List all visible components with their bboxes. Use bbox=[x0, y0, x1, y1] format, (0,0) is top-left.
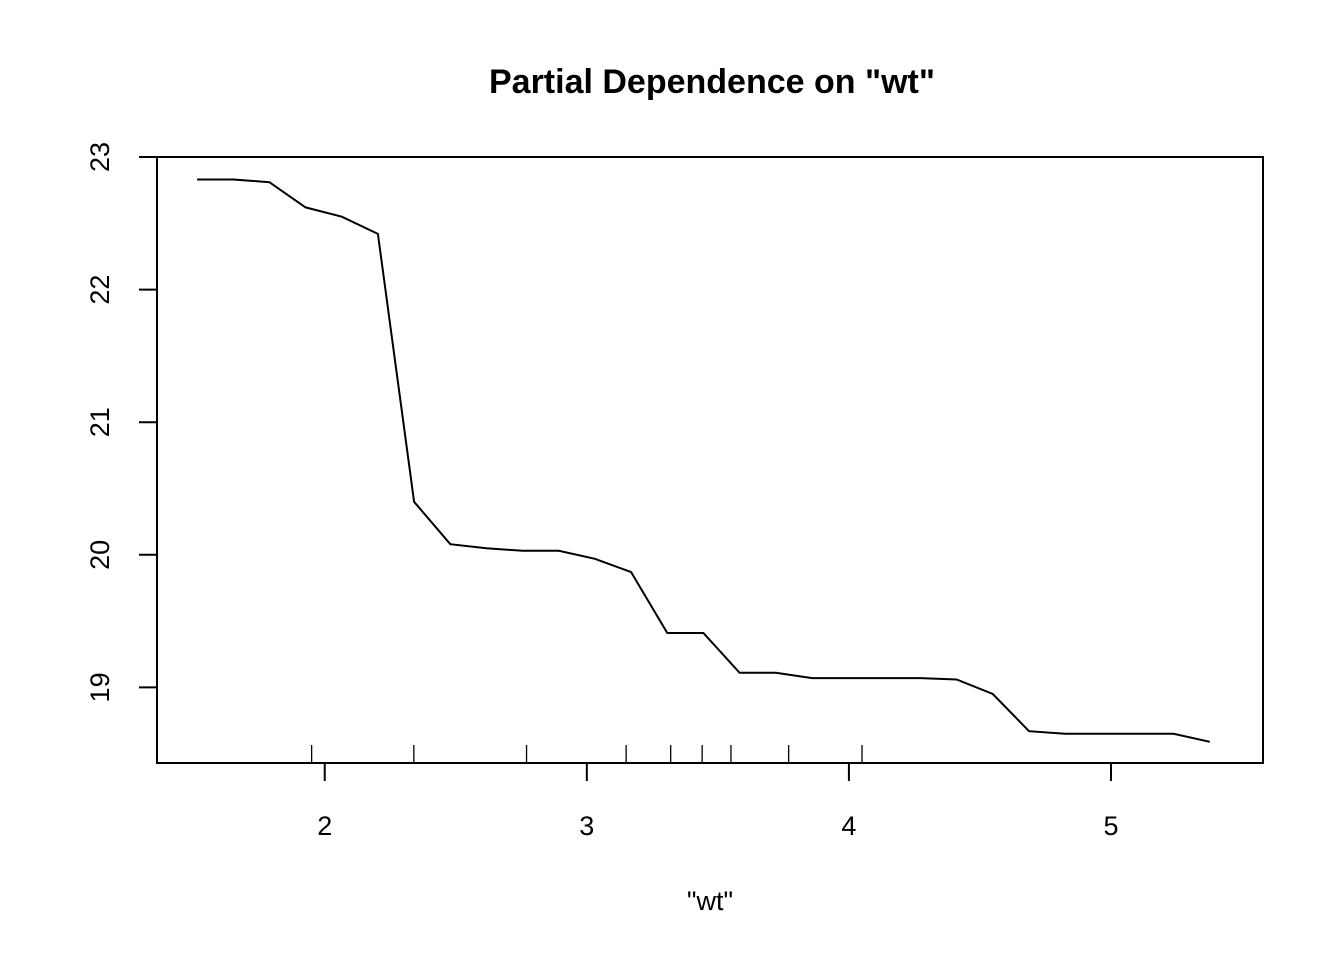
x-axis: 2 3 4 5 bbox=[317, 762, 1119, 841]
y-tick-label: 21 bbox=[85, 407, 115, 437]
y-tick-label: 20 bbox=[85, 540, 115, 570]
y-tick-label: 19 bbox=[85, 672, 115, 702]
y-tick-label: 22 bbox=[85, 275, 115, 305]
y-axis: 19 20 21 22 23 bbox=[85, 142, 158, 702]
x-axis-label: "wt" bbox=[687, 886, 733, 916]
chart-title: Partial Dependence on "wt" bbox=[489, 63, 935, 101]
y-tick-label: 23 bbox=[85, 142, 115, 172]
plot-frame bbox=[156, 156, 1264, 764]
rug-marks bbox=[310, 745, 863, 763]
series-line bbox=[197, 178, 1211, 743]
x-tick-label: 5 bbox=[1103, 811, 1118, 841]
x-tick-label: 4 bbox=[841, 811, 856, 841]
x-tick-label: 3 bbox=[579, 811, 594, 841]
x-tick-label: 2 bbox=[317, 811, 332, 841]
